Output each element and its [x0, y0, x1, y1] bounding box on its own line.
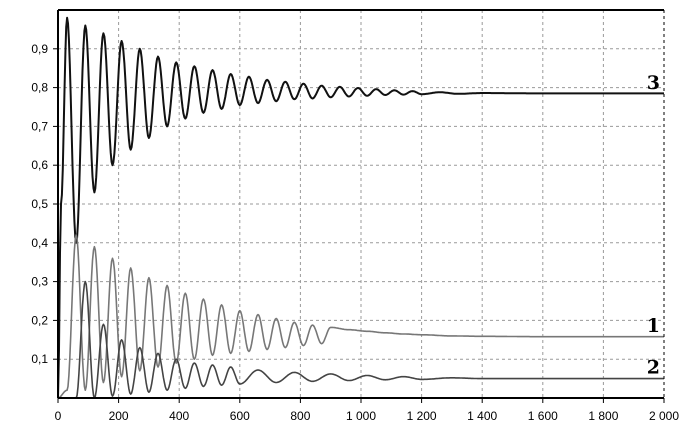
grid	[58, 10, 664, 398]
y-tick-label: 0,9	[31, 42, 48, 56]
y-tick-label: 0,7	[31, 119, 48, 133]
y-tick-label: 0,5	[31, 197, 48, 211]
curve-label-3: 3	[647, 72, 660, 94]
x-tick-label: 200	[109, 409, 129, 423]
x-tick-label: 600	[230, 409, 250, 423]
y-tick-label: 0,8	[31, 81, 48, 95]
series-layer	[57, 16, 665, 399]
x-tick-label: 2 000	[649, 409, 679, 423]
x-tick-label: 1 600	[528, 409, 558, 423]
series-line-3	[57, 16, 665, 399]
curve-labels: 3 1 2	[647, 72, 660, 379]
y-tick-label: 0,2	[31, 313, 48, 327]
x-tick-label: 400	[169, 409, 189, 423]
x-tick-label: 1 400	[467, 409, 497, 423]
x-axis: 0 200 400 600 800 1 000 1 200 1 400 1 600 1 800 2 …	[55, 398, 679, 423]
x-tick-label: 800	[290, 409, 310, 423]
curve-label-2: 2	[647, 357, 660, 379]
x-tick-label: 1 000	[346, 409, 376, 423]
y-tick-label: 0,3	[31, 275, 48, 289]
curve-label-1: 1	[647, 315, 660, 337]
x-tick-label: 0	[55, 409, 62, 423]
y-tick-label: 0,1	[31, 352, 48, 366]
x-tick-label: 1 800	[588, 409, 618, 423]
series-line-2	[58, 280, 664, 399]
y-tick-label: 0,6	[31, 158, 48, 172]
x-tick-label: 1 200	[407, 409, 437, 423]
series-line-1	[57, 234, 664, 399]
y-tick-label: 0,4	[31, 236, 48, 250]
y-axis: 0,1 0,2 0,3 0,4 0,5 0,6 0,7 0,8 0,9	[31, 42, 58, 366]
